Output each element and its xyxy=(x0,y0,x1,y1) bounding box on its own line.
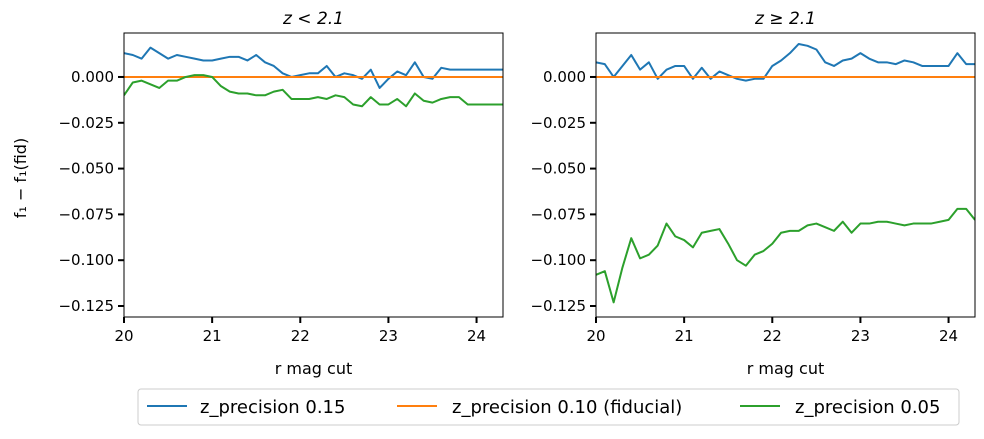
y-tick-label-right-4: −0.100 xyxy=(530,251,586,269)
y-tick-label-left-2: −0.050 xyxy=(58,160,114,178)
x-axis-label-left: r mag cut xyxy=(275,359,353,378)
legend-label-1: z_precision 0.10 (fiducial) xyxy=(452,397,682,418)
panel-low-z: 20 21 22 23 24 0.000 −0.025 −0.050 −0.075 −0.100 −… xyxy=(58,9,504,378)
x-tick-label-left-0: 20 xyxy=(114,327,133,345)
series-line-left-0 xyxy=(124,46,503,89)
y-tick-label-right-0: 0.000 xyxy=(543,68,586,86)
x-tick-label-right-1: 21 xyxy=(675,327,694,345)
y-tick-label-left-5: −0.125 xyxy=(58,297,114,315)
x-tick-label-right-0: 20 xyxy=(586,327,605,345)
legend-label-2: z_precision 0.05 xyxy=(795,397,940,418)
x-tick-label-right-4: 24 xyxy=(939,327,958,345)
x-tick-label-left-2: 22 xyxy=(291,327,310,345)
panel-high-z: 20 21 22 23 24 0.000 −0.025 −0.050 −0.075 −0.100 −… xyxy=(530,9,976,378)
y-tick-label-left-3: −0.075 xyxy=(58,205,114,223)
series-line-right-0 xyxy=(596,42,975,82)
x-tick-label-right-3: 23 xyxy=(851,327,870,345)
x-tick-label-left-4: 24 xyxy=(467,327,486,345)
series-line-left-2 xyxy=(124,74,503,108)
x-tick-label-right-2: 22 xyxy=(763,327,782,345)
legend-frame xyxy=(137,388,960,426)
x-tick-label-left-1: 21 xyxy=(203,327,222,345)
y-tick-label-right-3: −0.075 xyxy=(530,205,586,223)
legend-label-0: z_precision 0.15 xyxy=(200,397,345,418)
series-group-right xyxy=(596,42,975,304)
panel-title-left: z < 2.1 xyxy=(282,9,344,29)
y-tick-label-right-5: −0.125 xyxy=(530,297,586,315)
y-tick-label-left-0: 0.000 xyxy=(71,68,114,86)
y-tick-label-right-1: −0.025 xyxy=(530,114,586,132)
y-tick-label-right-2: −0.050 xyxy=(530,160,586,178)
plot-frame-left xyxy=(123,32,504,318)
y-tick-label-left-1: −0.025 xyxy=(58,114,114,132)
x-tick-label-left-3: 23 xyxy=(379,327,398,345)
x-axis-label-right: r mag cut xyxy=(747,359,825,378)
series-line-right-2 xyxy=(596,207,975,304)
legend: z_precision 0.15 z_precision 0.10 (fiduc… xyxy=(137,388,960,426)
y-tick-label-left-4: −0.100 xyxy=(58,251,114,269)
plot-frame-right xyxy=(595,32,976,318)
series-group-left xyxy=(124,46,503,108)
y-axis-label: f₁ − f₁(fid) xyxy=(11,138,30,218)
panel-title-right: z ≥ 2.1 xyxy=(754,9,816,29)
